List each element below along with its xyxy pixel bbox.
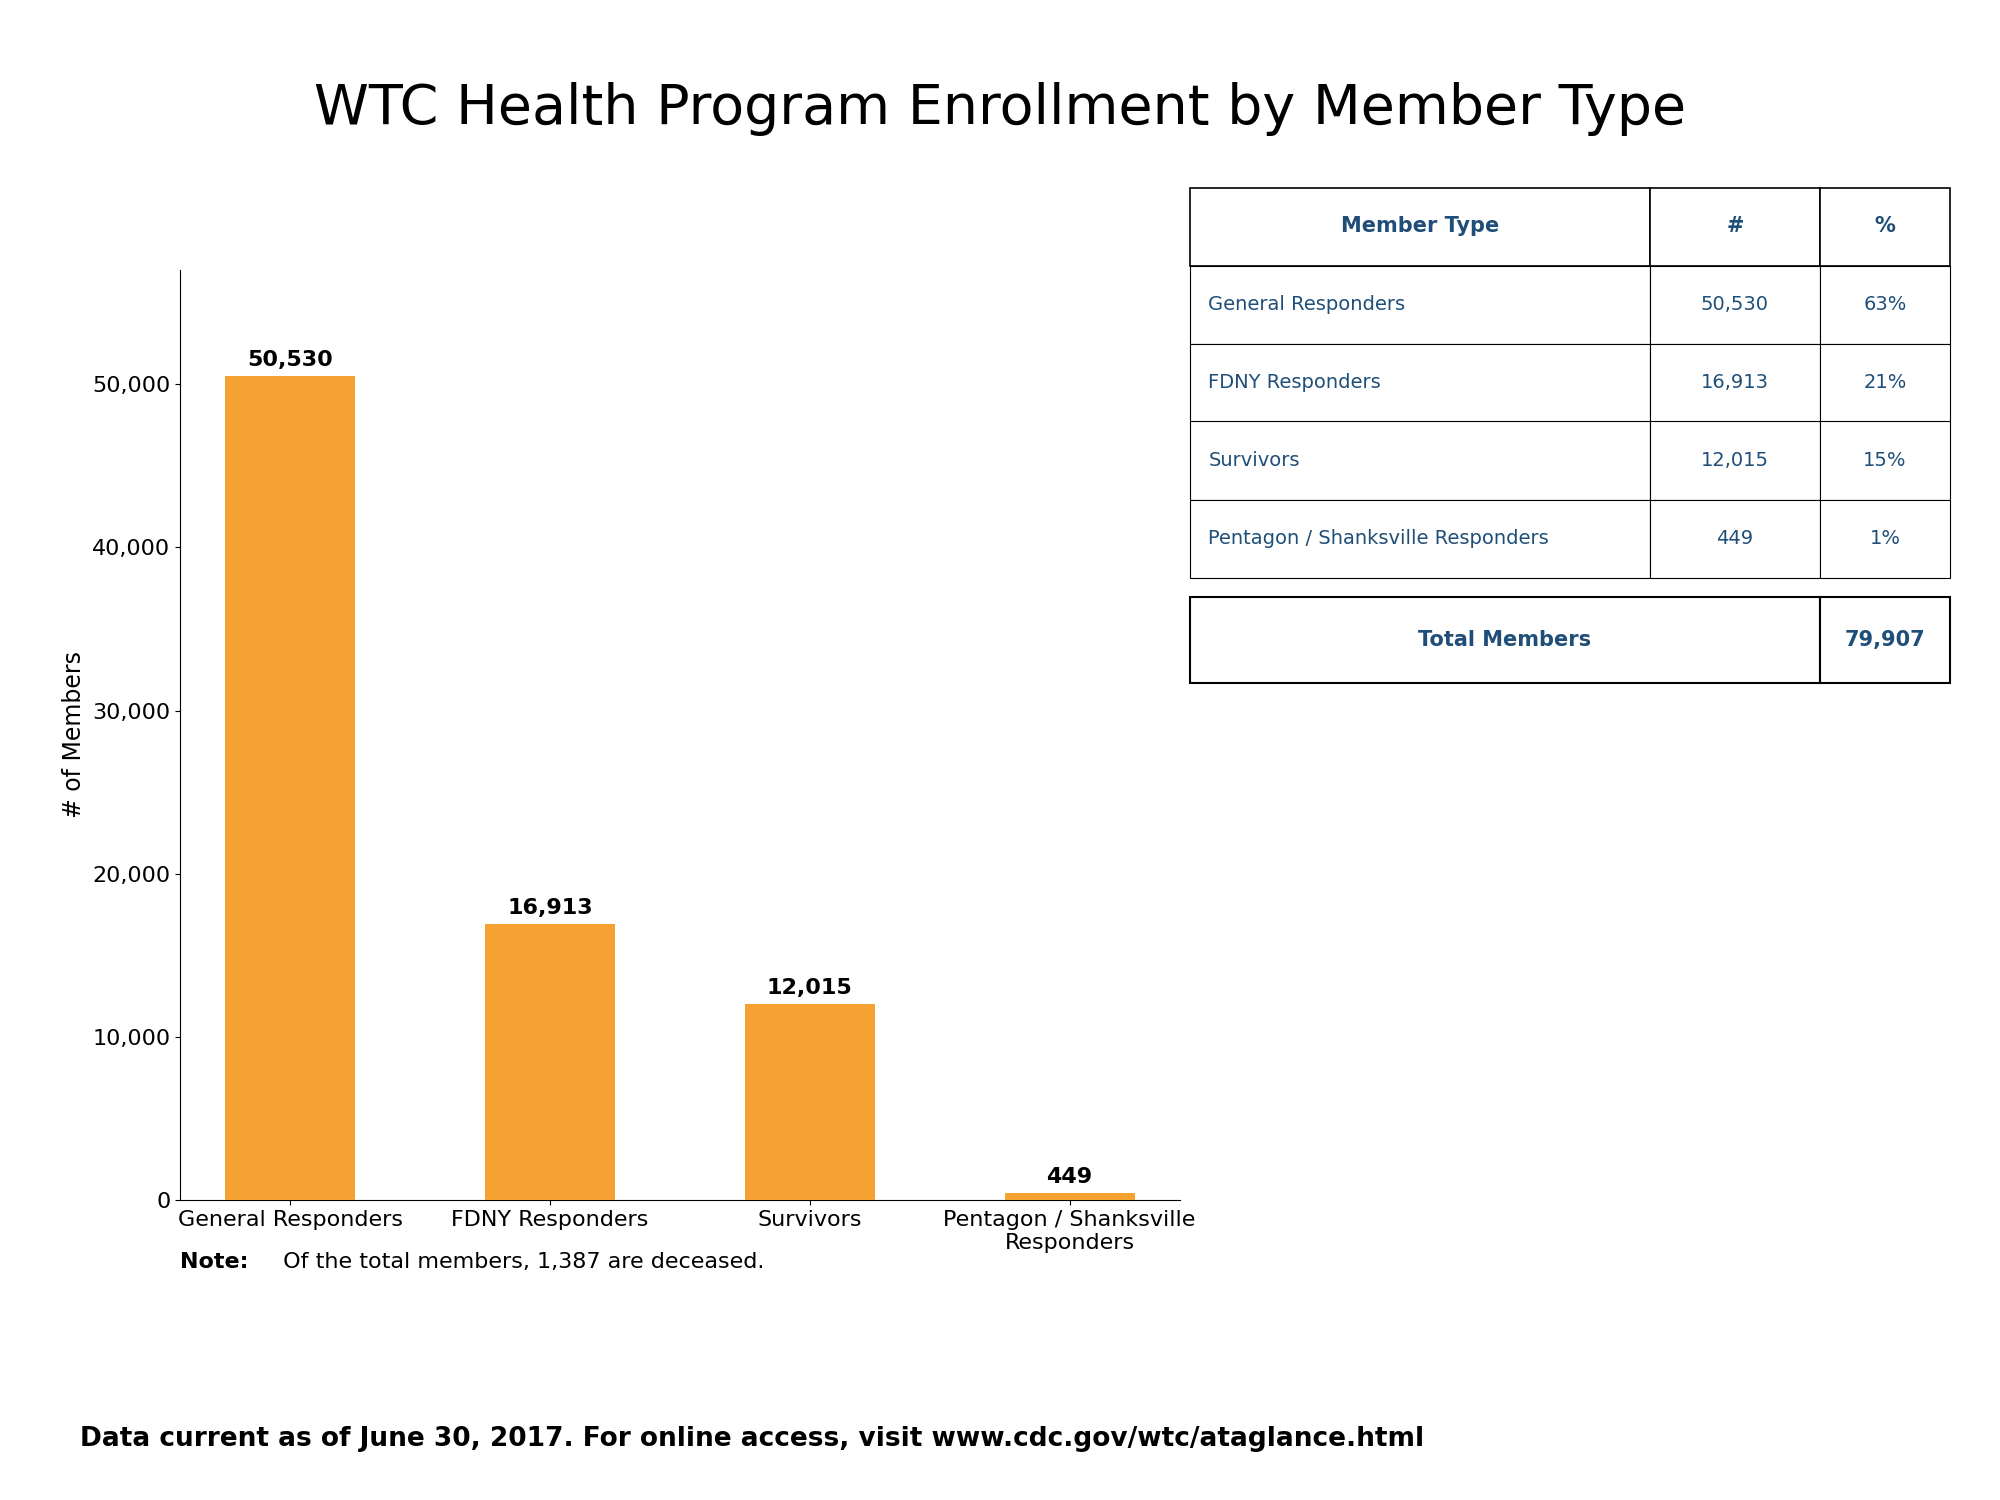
Bar bbox=[1650, 344, 1820, 422]
Text: 449: 449 bbox=[1046, 1167, 1092, 1186]
Bar bbox=[1650, 500, 1820, 578]
Bar bbox=[1820, 422, 1950, 500]
Bar bbox=[1190, 597, 1820, 682]
Text: Of the total members, 1,387 are deceased.: Of the total members, 1,387 are deceased… bbox=[276, 1252, 764, 1272]
Text: 12,015: 12,015 bbox=[766, 978, 852, 999]
Text: 79,907: 79,907 bbox=[1844, 630, 1926, 650]
Bar bbox=[744, 1004, 874, 1200]
Bar bbox=[1190, 344, 1650, 422]
Text: 1%: 1% bbox=[1870, 530, 1900, 548]
Bar bbox=[1004, 1192, 1134, 1200]
Text: %: % bbox=[1874, 216, 1896, 237]
Text: 12,015: 12,015 bbox=[1700, 452, 1770, 470]
Text: 449: 449 bbox=[1716, 530, 1754, 548]
Text: 21%: 21% bbox=[1864, 374, 1906, 392]
Bar bbox=[1650, 266, 1820, 344]
Text: Survivors: Survivors bbox=[1208, 452, 1300, 470]
Text: Pentagon / Shanksville Responders: Pentagon / Shanksville Responders bbox=[1208, 530, 1550, 548]
Text: General Responders: General Responders bbox=[1208, 296, 1406, 314]
Bar bbox=[1190, 188, 1650, 266]
Bar bbox=[1650, 422, 1820, 500]
Y-axis label: # of Members: # of Members bbox=[62, 651, 86, 819]
Bar bbox=[1190, 500, 1650, 578]
Text: Note:: Note: bbox=[180, 1252, 248, 1272]
Text: Data current as of June 30, 2017. For online access, visit www.cdc.gov/wtc/atagl: Data current as of June 30, 2017. For on… bbox=[80, 1426, 1424, 1452]
Bar bbox=[1190, 422, 1650, 500]
Text: 50,530: 50,530 bbox=[248, 350, 334, 370]
Text: 63%: 63% bbox=[1864, 296, 1906, 314]
Bar bbox=[1650, 188, 1820, 266]
Bar bbox=[1820, 500, 1950, 578]
Bar bbox=[486, 924, 616, 1200]
Bar bbox=[1820, 266, 1950, 344]
Text: 16,913: 16,913 bbox=[1700, 374, 1770, 392]
Text: 16,913: 16,913 bbox=[508, 898, 592, 918]
Bar bbox=[1820, 597, 1950, 682]
Bar bbox=[226, 375, 356, 1200]
Bar bbox=[1820, 344, 1950, 422]
Text: 15%: 15% bbox=[1864, 452, 1906, 470]
Bar bbox=[1820, 188, 1950, 266]
Text: WTC Health Program Enrollment by Member Type: WTC Health Program Enrollment by Member … bbox=[314, 82, 1686, 136]
Bar bbox=[1190, 266, 1650, 344]
Text: 50,530: 50,530 bbox=[1700, 296, 1770, 314]
Text: Total Members: Total Members bbox=[1418, 630, 1592, 650]
Text: FDNY Responders: FDNY Responders bbox=[1208, 374, 1382, 392]
Text: #: # bbox=[1726, 216, 1744, 237]
Text: Member Type: Member Type bbox=[1340, 216, 1500, 237]
